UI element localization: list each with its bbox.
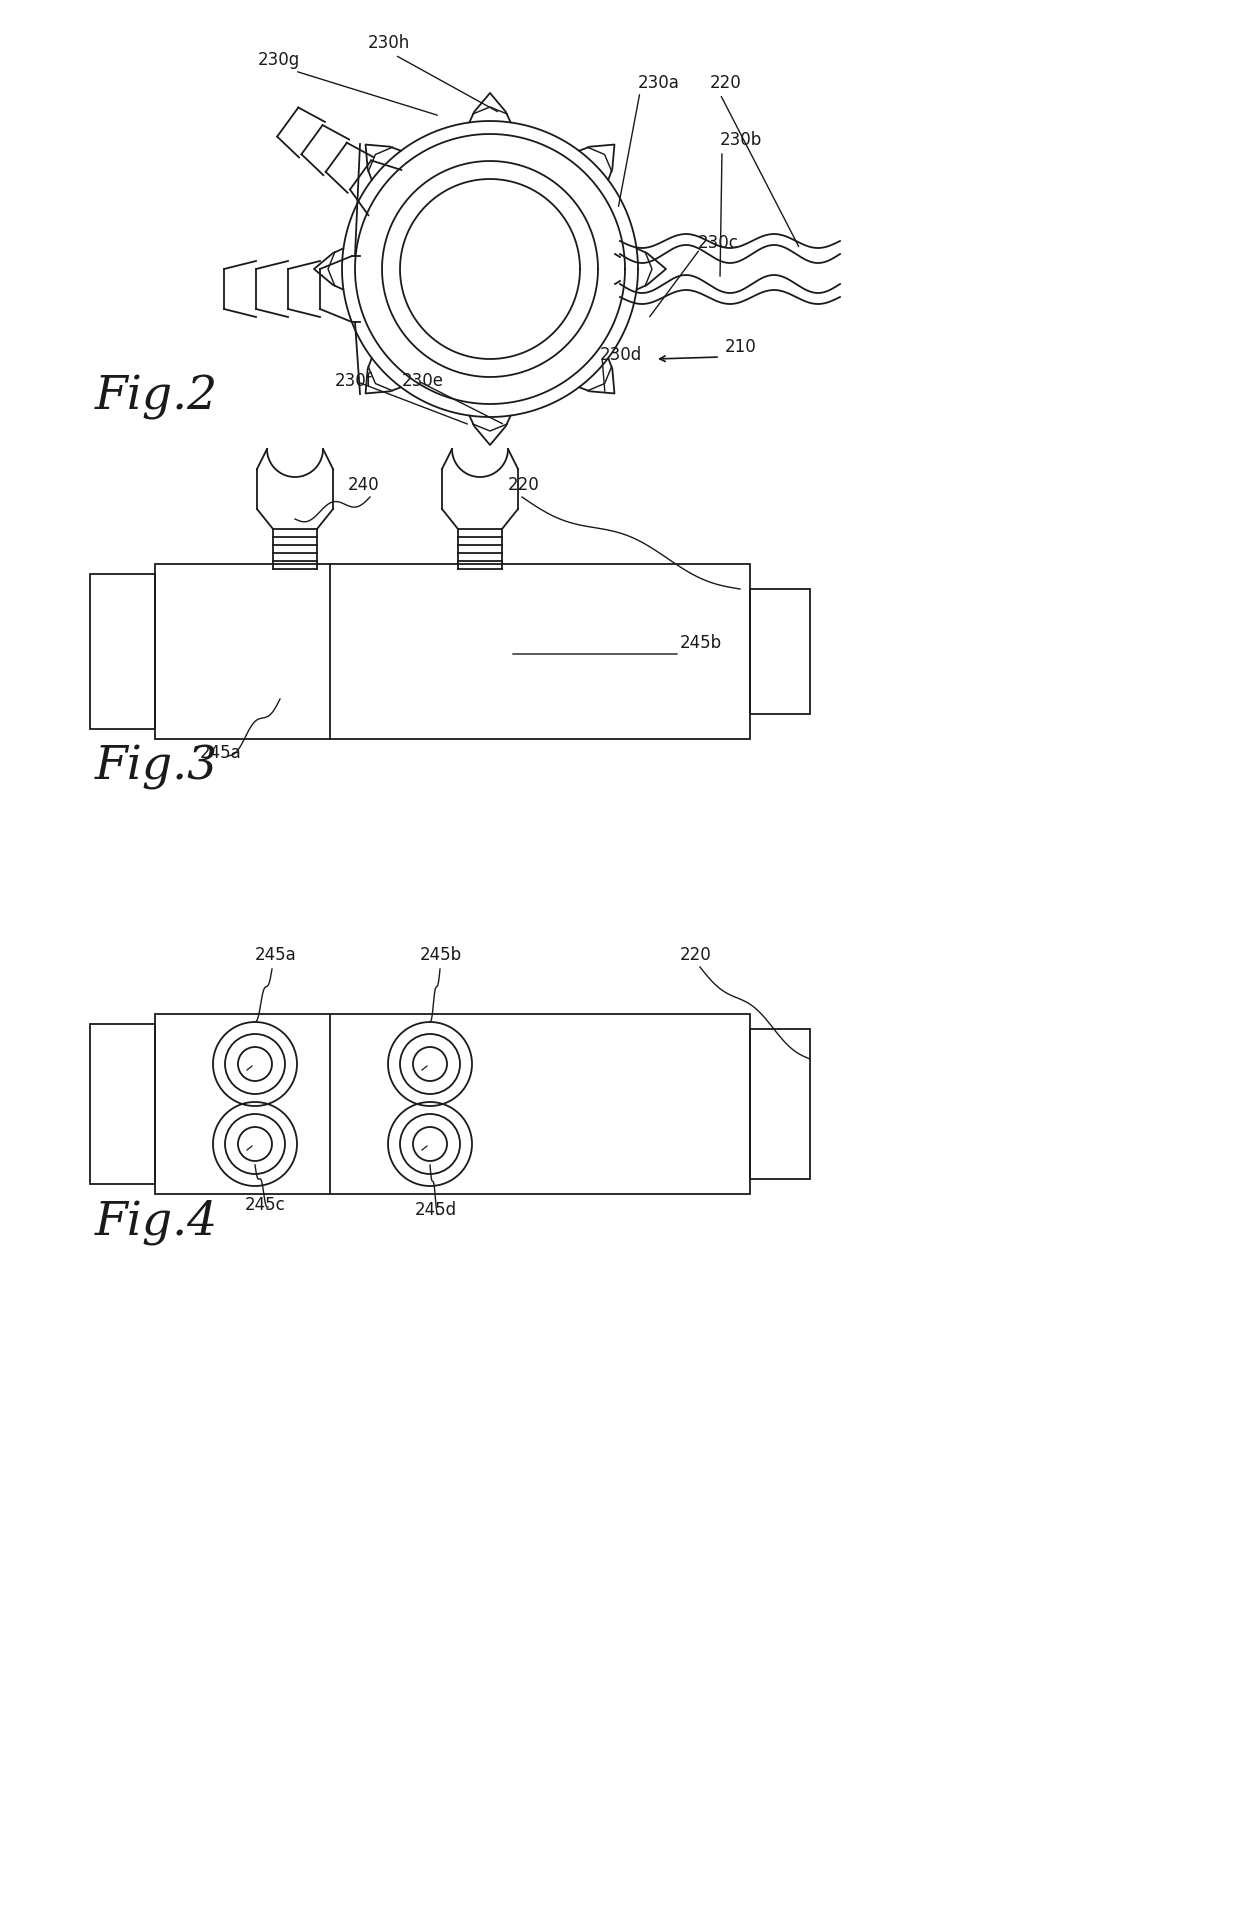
Text: 230b: 230b	[720, 131, 763, 149]
Text: 230c: 230c	[698, 234, 739, 251]
Text: 220: 220	[711, 74, 742, 91]
Text: 245d: 245d	[415, 1200, 458, 1219]
Text: Fig.2: Fig.2	[95, 375, 218, 419]
Text: 230h: 230h	[368, 34, 410, 51]
Text: 230f: 230f	[335, 371, 373, 391]
Text: 240: 240	[348, 476, 379, 493]
Text: 220: 220	[508, 476, 539, 493]
Text: 245a: 245a	[200, 743, 242, 762]
Text: 245c: 245c	[246, 1194, 285, 1213]
Text: 230g: 230g	[258, 51, 300, 69]
Bar	[155, 1015, 750, 1194]
Text: Fig.3: Fig.3	[95, 745, 218, 791]
Bar	[750, 1029, 810, 1179]
Bar	[155, 564, 750, 739]
Text: 230e: 230e	[402, 371, 444, 391]
Text: 230d: 230d	[600, 347, 642, 364]
Text: 230a: 230a	[639, 74, 680, 91]
Text: 245b: 245b	[680, 634, 722, 652]
Bar	[91, 575, 155, 730]
Text: 210: 210	[725, 337, 756, 356]
Text: 245b: 245b	[420, 945, 463, 964]
Bar	[750, 591, 810, 714]
Text: 220: 220	[680, 945, 712, 964]
Text: Fig.4: Fig.4	[95, 1200, 218, 1244]
Text: 245a: 245a	[255, 945, 296, 964]
Bar	[91, 1025, 155, 1185]
